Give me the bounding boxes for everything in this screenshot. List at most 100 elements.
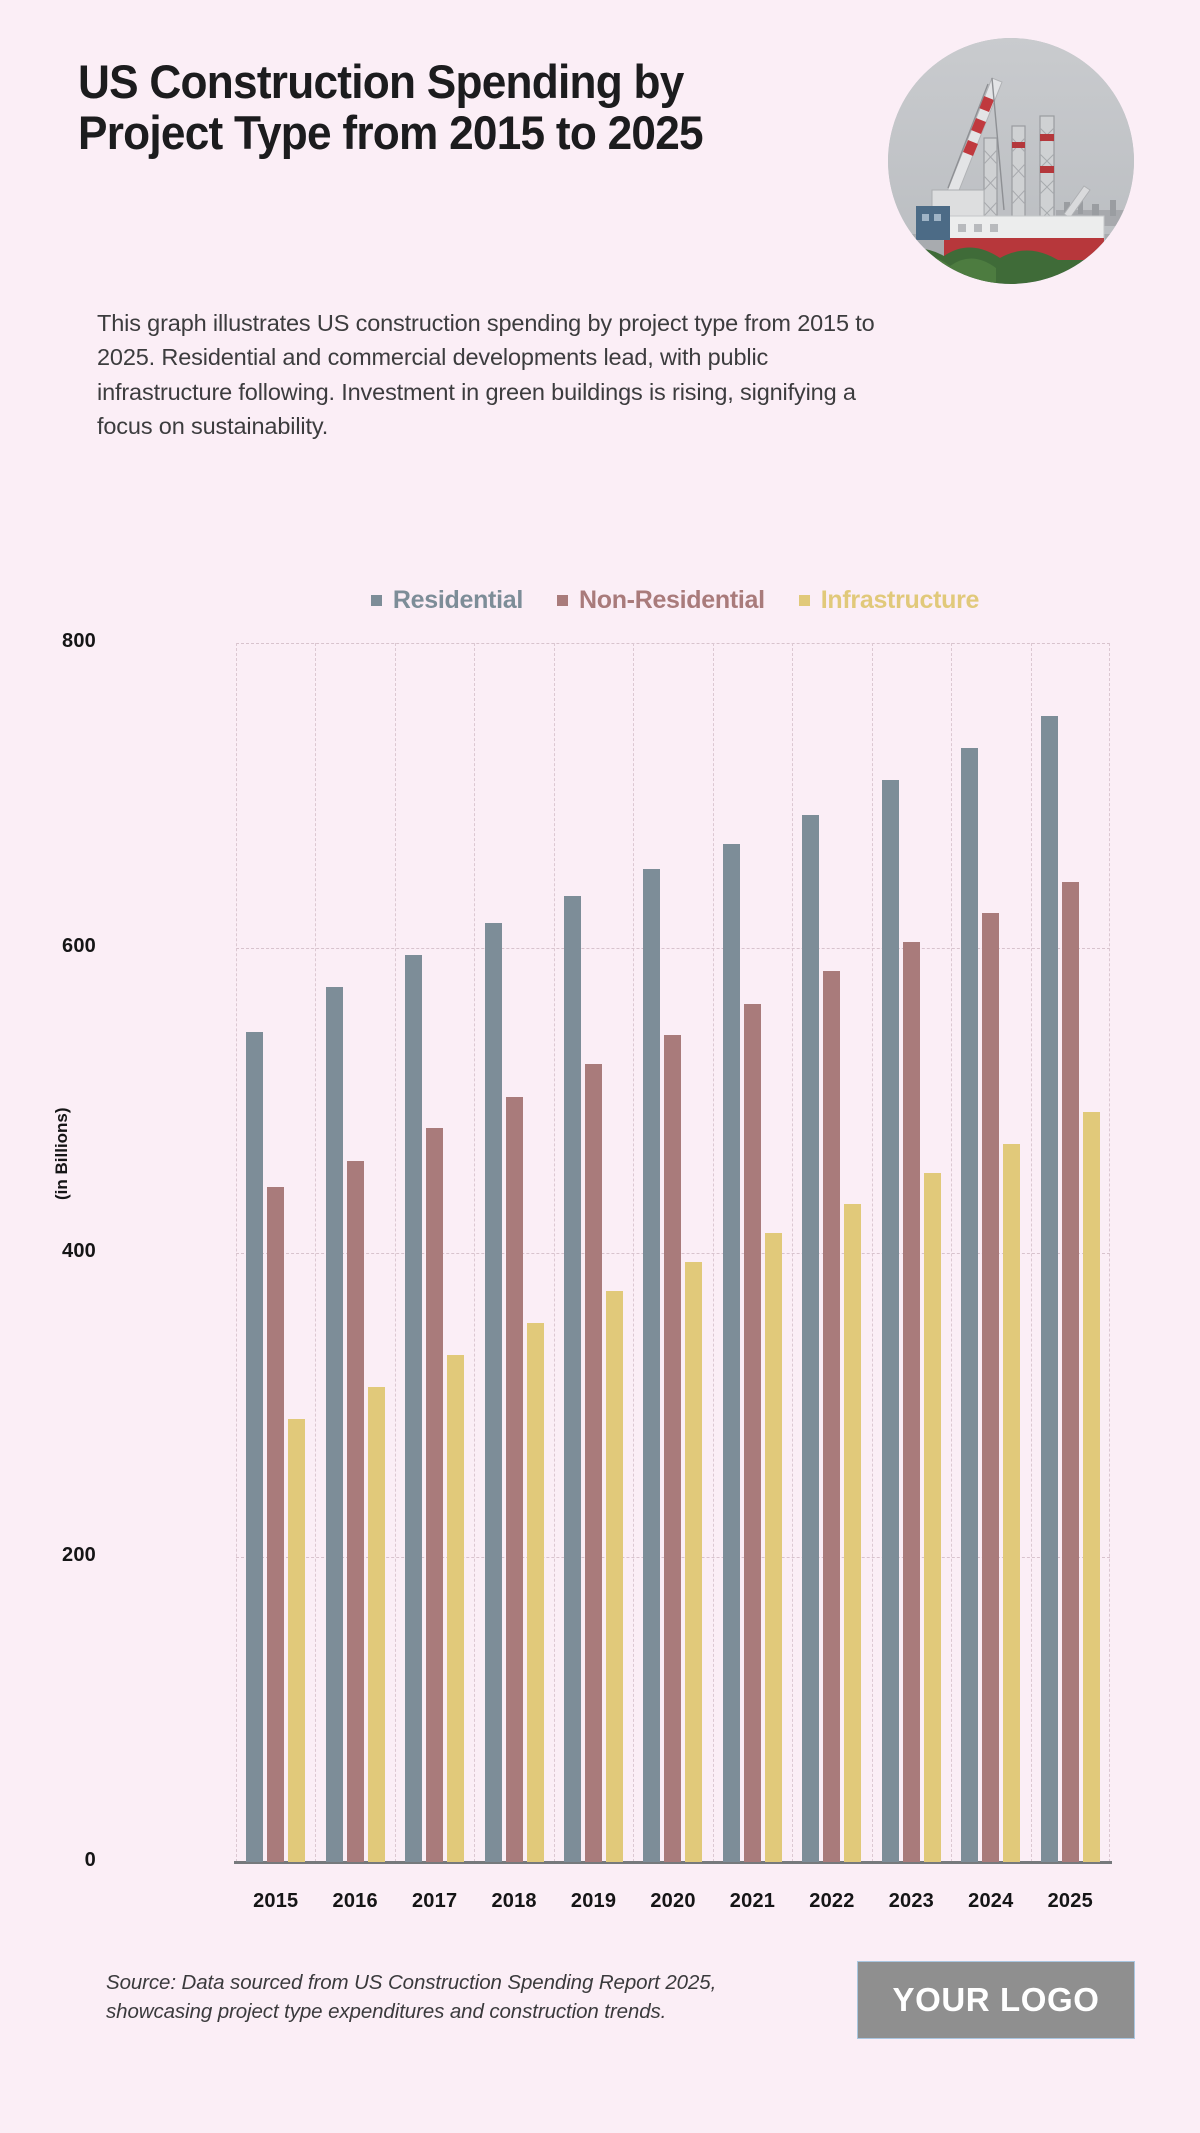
x-axis-tick-label: 2022 (809, 1890, 855, 1912)
gridline-vertical (553, 643, 555, 1862)
bar-residential-2018[interactable] (484, 923, 502, 1862)
bar-infrastructure-2020[interactable] (685, 1261, 703, 1862)
bar-non-residential-2015[interactable] (267, 1186, 285, 1862)
x-axis-tick-label: 2021 (729, 1890, 776, 1912)
bar-set (872, 643, 951, 1862)
y-axis-tick-label: 200 (62, 1544, 96, 1567)
bar-non-residential-2023[interactable] (902, 941, 920, 1862)
x-axis-tick-label: 2018 (491, 1890, 537, 1912)
bar-non-residential-2019[interactable] (585, 1063, 603, 1862)
legend-item-residential[interactable]: Residential (370, 586, 523, 615)
bar-non-residential-2018[interactable] (505, 1097, 523, 1862)
gridline-vertical (1030, 643, 1032, 1862)
bar-set (792, 643, 871, 1862)
bar-set (633, 643, 712, 1862)
bar-infrastructure-2016[interactable] (367, 1386, 385, 1862)
bar-group-2020 (633, 643, 712, 1862)
gridline-vertical (712, 643, 714, 1862)
bar-group-2015 (236, 643, 315, 1862)
header: US Construction Spending by Project Type… (0, 0, 1200, 300)
bar-group-2019 (554, 643, 633, 1862)
legend-swatch-icon (798, 595, 810, 606)
bar-set (474, 643, 553, 1862)
bar-residential-2025[interactable] (1040, 716, 1058, 1862)
bar-residential-2024[interactable] (961, 748, 979, 1862)
y-axis-tick-label: 800 (62, 630, 96, 652)
bar-residential-2017[interactable] (405, 955, 423, 1862)
bar-chart: Residential Non-Residential Infrastructure… (0, 560, 1200, 1912)
bar-residential-2015[interactable] (246, 1031, 264, 1862)
bar-non-residential-2020[interactable] (664, 1034, 682, 1862)
source-note: Source: Data sourced from US Constructio… (106, 1971, 717, 2024)
bar-residential-2020[interactable] (643, 868, 661, 1862)
bar-groups (236, 643, 1110, 1862)
bar-group-2025 (1031, 643, 1110, 1862)
bar-infrastructure-2021[interactable] (764, 1232, 782, 1862)
bar-residential-2023[interactable] (881, 780, 899, 1862)
bar-set (554, 643, 633, 1862)
bar-set (395, 643, 474, 1862)
bar-set (951, 643, 1030, 1862)
bar-residential-2022[interactable] (802, 815, 820, 1862)
page-title: US Construction Spending by Project Type… (78, 55, 704, 160)
legend-item-non-residential[interactable]: Non-Residential (556, 586, 765, 615)
bar-non-residential-2021[interactable] (743, 1004, 761, 1862)
y-axis-tick-label: 600 (62, 934, 96, 957)
gridline-vertical (315, 643, 317, 1862)
x-axis-tick-label: 2016 (332, 1890, 378, 1912)
bar-residential-2019[interactable] (564, 895, 582, 1862)
bar-set (713, 643, 792, 1862)
y-axis-tick-label: 400 (62, 1239, 96, 1262)
chart-legend: Residential Non-Residential Infrastructure (235, 586, 1115, 615)
legend-swatch-icon (556, 595, 568, 606)
x-axis-tick-label: 2023 (888, 1890, 934, 1912)
gridline-vertical (792, 643, 794, 1862)
gridline-vertical (871, 643, 873, 1862)
x-axis-tick-label: 2020 (650, 1890, 696, 1912)
x-axis-tick-label: 2015 (253, 1890, 299, 1912)
bar-infrastructure-2022[interactable] (844, 1203, 862, 1862)
bar-set (236, 643, 315, 1862)
bar-infrastructure-2025[interactable] (1082, 1112, 1100, 1862)
bar-group-2017 (395, 643, 474, 1862)
gridline-horizontal (236, 643, 1110, 644)
bar-set (1031, 643, 1110, 1862)
gridline-vertical (951, 643, 953, 1862)
description-paragraph: This graph illustrates US construction s… (97, 310, 875, 439)
bar-infrastructure-2015[interactable] (288, 1418, 306, 1862)
legend-label: Non-Residential (578, 586, 765, 614)
legend-label: Residential (392, 586, 523, 614)
gridline-vertical (1109, 643, 1110, 1862)
y-axis-tick-label: 0 (84, 1849, 96, 1871)
bar-group-2021 (713, 643, 792, 1862)
x-axis-tick-label: 2017 (411, 1890, 458, 1912)
construction-crane-port-image (888, 38, 1134, 284)
x-axis-tick-label: 2019 (570, 1890, 617, 1912)
bar-residential-2016[interactable] (325, 987, 343, 1862)
bar-infrastructure-2018[interactable] (526, 1322, 544, 1862)
logo-placeholder[interactable]: YOUR LOGO (857, 1961, 1135, 2039)
legend-swatch-icon (370, 595, 382, 606)
bar-non-residential-2017[interactable] (426, 1127, 444, 1862)
bar-non-residential-2022[interactable] (823, 970, 841, 1862)
bar-non-residential-2025[interactable] (1061, 882, 1079, 1862)
bar-infrastructure-2024[interactable] (1003, 1144, 1021, 1862)
bar-group-2016 (315, 643, 394, 1862)
bar-infrastructure-2019[interactable] (606, 1290, 624, 1862)
gridline-horizontal (236, 947, 1110, 949)
legend-label: Infrastructure (820, 586, 980, 614)
bar-residential-2021[interactable] (722, 844, 740, 1862)
legend-item-infrastructure[interactable]: Infrastructure (798, 586, 980, 615)
bar-group-2023 (872, 643, 951, 1862)
x-axis-tick-label: 2024 (968, 1890, 1014, 1912)
bar-infrastructure-2023[interactable] (923, 1173, 941, 1862)
bar-infrastructure-2017[interactable] (447, 1354, 465, 1862)
gridline-vertical (474, 643, 476, 1862)
bar-non-residential-2016[interactable] (346, 1161, 364, 1862)
x-axis-tick-label: 2025 (1047, 1890, 1093, 1912)
bar-group-2024 (951, 643, 1030, 1862)
bar-group-2018 (474, 643, 553, 1862)
bar-set (315, 643, 394, 1862)
bar-non-residential-2024[interactable] (982, 912, 1000, 1862)
logo-text: YOUR LOGO (892, 1981, 1100, 2018)
